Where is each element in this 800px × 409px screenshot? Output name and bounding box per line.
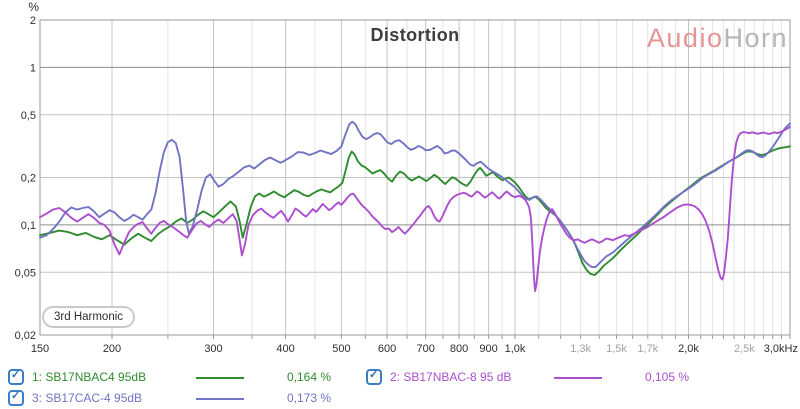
legend-label-1[interactable]: 1: SB17NBAC4 95dB [32, 370, 147, 384]
chart-title: Distortion [370, 25, 460, 45]
check-icon: ✓ [11, 369, 21, 381]
y-tick-label: 0,2 [21, 173, 36, 185]
curve-sb17cac-4-95db [39, 120, 791, 269]
checkbox-series-2[interactable]: ✓ [366, 369, 382, 385]
legend: ✓ 1: SB17NBAC4 95dB 0,164 % ✓ 2: SB17NBA… [0, 364, 800, 409]
x-tick-label: 300 [204, 343, 222, 355]
x-tick-label: 3,0kHz [764, 343, 798, 355]
x-tick-label: 600 [378, 343, 396, 355]
x-tick-label: 2,0k [678, 343, 699, 355]
logo-audio-text: Audio [646, 23, 724, 53]
check-icon: ✓ [369, 369, 379, 381]
legend-line-swatch-3 [196, 398, 244, 400]
legend-label-3[interactable]: 3: SB17CAC-4 95dB [32, 391, 143, 405]
legend-value-1: 0,164 % [287, 370, 332, 384]
check-icon: ✓ [11, 390, 21, 402]
x-tick-label: 900 [479, 343, 497, 355]
legend-line-swatch-2 [554, 377, 602, 379]
x-tick-label: 2,5k [734, 343, 755, 355]
x-tick-label: 500 [332, 343, 350, 355]
x-tick-label: 1,7k [637, 343, 658, 355]
legend-value-2: 0,105 % [645, 370, 690, 384]
legend-item-3: ✓ 3: SB17CAC-4 95dB 0,173 % [6, 389, 362, 407]
y-tick-label: 1 [30, 62, 36, 74]
x-tick-label: 1,3k [570, 343, 591, 355]
x-tick-label: 1,0k [505, 343, 526, 355]
legend-item-2: ✓ 2: SB17NBAC-8 95 dB 0,105 % [364, 368, 720, 386]
x-tick-label: 150 [31, 343, 49, 355]
checkbox-series-1[interactable]: ✓ [8, 369, 24, 385]
legend-label-2[interactable]: 2: SB17NBAC-8 95 dB [390, 370, 512, 384]
curve-sb17nbac-8-95-db [39, 125, 791, 293]
x-tick-label: 200 [103, 343, 121, 355]
audiohorn-logo: AudioHorn [40, 23, 788, 54]
legend-value-3: 0,173 % [287, 391, 332, 405]
legend-line-swatch-1 [196, 377, 244, 379]
y-tick-label: 0,02 [15, 330, 36, 342]
legend-item-1: ✓ 1: SB17NBAC4 95dB 0,164 % [6, 368, 362, 386]
y-tick-label: 0,5 [21, 110, 36, 122]
y-tick-label: 2 [30, 15, 36, 27]
curve-sb17nbac4-95db [39, 145, 791, 277]
y-tick-label: 0,05 [15, 267, 36, 279]
x-tick-label: 700 [417, 343, 435, 355]
y-axis-unit-label: % [28, 0, 39, 14]
x-tick-label: 800 [450, 343, 468, 355]
plot-frame [39, 19, 791, 336]
checkbox-series-3[interactable]: ✓ [8, 390, 24, 406]
x-tick-label: 1,5k [606, 343, 627, 355]
y-tick-label: 0,1 [21, 220, 36, 232]
harmonic-order-badge: 3rd Harmonic [42, 306, 136, 328]
logo-horn-text: Horn [723, 23, 788, 53]
x-tick-label: 400 [276, 343, 294, 355]
